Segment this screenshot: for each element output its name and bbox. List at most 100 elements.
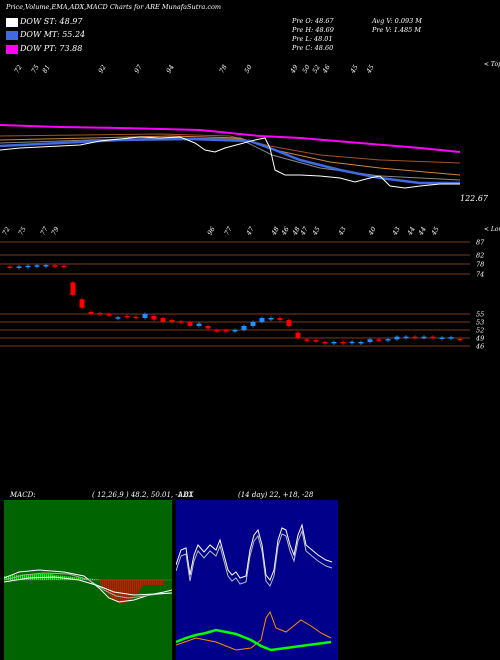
candle-body: [403, 336, 409, 339]
candle-body: [268, 318, 274, 320]
macd-hist-bar: [72, 576, 74, 580]
candle-body: [358, 342, 364, 344]
candle-body: [16, 266, 22, 268]
top-label: 50: [301, 63, 312, 74]
candle-body: [394, 336, 400, 340]
macd-hist-bar: [16, 574, 18, 580]
macd-hist-bar: [92, 578, 94, 580]
macd-hist-bar: [22, 574, 24, 580]
macd-hist-bar: [76, 577, 78, 580]
macd-extra-line: [4, 576, 172, 596]
price-level-label: 87: [476, 239, 485, 247]
top-label: 45: [348, 63, 360, 75]
macd-hist-bar: [128, 580, 130, 601]
low-label: 43: [390, 225, 402, 237]
macd-hist-bar: [132, 580, 134, 598]
macd-hist-bar: [98, 579, 100, 580]
candle-body: [232, 330, 238, 332]
adx-title: ADX: [178, 491, 194, 499]
price-level-label: 46: [475, 343, 484, 351]
low-label: 48: [269, 225, 281, 237]
last-price-label: 122.67: [460, 194, 489, 203]
low-label: 40: [366, 225, 378, 237]
macd-hist-bar: [24, 574, 26, 580]
macd-hist-bar: [20, 574, 22, 580]
candle-body: [70, 282, 76, 296]
candle-body: [313, 340, 319, 342]
candle-body: [241, 326, 247, 330]
candle-body: [304, 339, 310, 341]
macd-hist-bar: [94, 579, 96, 580]
candle-body: [169, 320, 175, 322]
legend-label-mt: DOW MT: 55.24: [20, 30, 86, 39]
adx-orange-line: [176, 610, 332, 651]
macd-hist-bar: [26, 574, 28, 580]
macd-hist-bar: [30, 574, 32, 580]
candle-body: [376, 339, 382, 341]
macd-hist-bar: [82, 577, 84, 580]
top-label: 52: [311, 63, 322, 74]
candle-body: [448, 337, 454, 339]
top-label: 81: [41, 63, 52, 74]
candle-body: [457, 338, 463, 341]
top-label: 46: [320, 63, 332, 75]
candle-body: [79, 299, 85, 308]
candle-body: [106, 314, 112, 316]
candle-body: [52, 265, 58, 267]
candle-body: [196, 323, 202, 326]
macd-hist-bar: [150, 580, 152, 585]
macd-hist-bar: [108, 580, 110, 595]
candle-body: [115, 317, 121, 319]
candle-body: [295, 332, 301, 338]
candle-body: [214, 330, 220, 332]
candle-body: [277, 318, 283, 320]
macd-hist-bar: [112, 580, 114, 599]
macd-hist-bar: [10, 575, 12, 580]
candle-body: [205, 326, 211, 329]
top-label: 49: [288, 63, 300, 75]
macd-hist-bar: [6, 575, 8, 580]
adx-values: (14 day) 22, +18, -28: [238, 491, 314, 499]
candle-body: [439, 337, 445, 339]
candle-body: [124, 316, 130, 318]
macd-hist-bar: [136, 580, 138, 594]
price-level-label: 49: [475, 335, 484, 343]
stat-low: Pre L: 48.01: [292, 35, 333, 43]
chart-title: Price,Volume,EMA,ADX,MACD Charts for ARE…: [6, 3, 222, 11]
candle-body: [340, 342, 346, 344]
legend-swatch-mt: [6, 30, 18, 40]
legend-dow-pt: DOW PT: 73.88: [6, 44, 82, 54]
macd-hist-bar: [140, 580, 142, 589]
macd-hist-bar: [114, 580, 116, 601]
macd-hist-bar: [34, 574, 36, 580]
price-level-label: 55: [476, 311, 484, 319]
tops-tag: < Tops: [484, 61, 500, 68]
top-label: 45: [364, 63, 376, 75]
price-level-label: 53: [476, 319, 484, 327]
macd-hist-bar: [106, 580, 108, 593]
macd-hist-bar: [158, 580, 160, 585]
macd-hist-bar: [36, 574, 38, 580]
low-label: 47: [244, 225, 256, 238]
macd-hist-bar: [40, 574, 42, 580]
macd-hist-bar: [118, 580, 120, 603]
price-level-label: 74: [476, 271, 484, 279]
macd-hist-bar: [110, 580, 112, 597]
candle-body: [133, 316, 139, 319]
macd-hist-bar: [90, 578, 92, 580]
macd-hist-bar: [18, 574, 20, 580]
macd-hist-bar: [148, 580, 150, 585]
macd-hist-bar: [32, 574, 34, 580]
candle-body: [178, 321, 184, 323]
adx-minus-di-line: [176, 529, 333, 587]
legend-label-pt: DOW PT: 73.88: [20, 44, 83, 53]
adx-panel: [176, 500, 338, 660]
ema-pt-line: [0, 124, 461, 153]
legend-swatch-pt: [6, 44, 18, 54]
macd-hist-bar: [96, 579, 98, 580]
macd-hist-bar: [78, 577, 80, 580]
candle-body: [34, 265, 40, 267]
low-label: 96: [206, 225, 217, 236]
candle-body: [412, 336, 418, 339]
top-label: 97: [133, 63, 144, 75]
